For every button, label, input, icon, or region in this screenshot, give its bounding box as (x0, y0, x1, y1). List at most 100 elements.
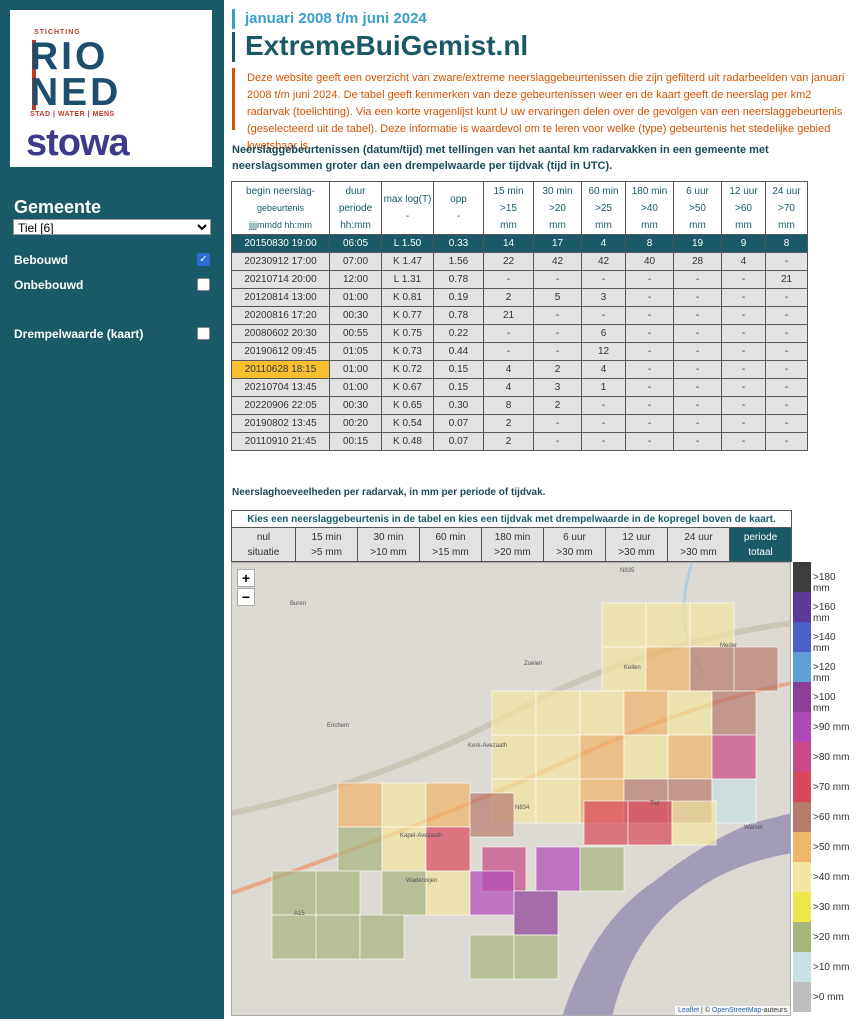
zoom-in-button[interactable]: + (237, 569, 255, 587)
event-value-cell: 1 (581, 378, 626, 397)
rain-grid-cell[interactable] (315, 870, 361, 916)
bebouwd-checkbox[interactable]: ✓ (197, 253, 210, 266)
leaflet-link[interactable]: Leaflet (678, 1007, 700, 1014)
rain-grid-cell[interactable] (337, 782, 383, 828)
event-date-cell[interactable]: 20210704 13:45 (231, 378, 330, 397)
rain-grid-cell[interactable] (733, 646, 779, 692)
period-option-5[interactable]: 6 uur >30 mm (543, 527, 606, 562)
rain-grid-cell[interactable] (381, 782, 427, 828)
logo-rioned-stowa[interactable]: STICHTING RIO NED STAD | WATER | MENS st… (10, 10, 212, 167)
event-date-cell[interactable]: 20150830 19:00 (231, 234, 330, 253)
event-date-cell[interactable]: 20230912 17:00 (231, 252, 330, 271)
rain-grid-cell[interactable] (337, 826, 383, 872)
rain-grid-cell[interactable] (513, 890, 559, 936)
rain-grid-cell[interactable] (535, 734, 581, 780)
event-row[interactable]: 20190802 13:45 00:20 K 0.54 0.07 2- - - - - - (231, 414, 808, 433)
rain-grid-cell[interactable] (381, 870, 427, 916)
period-option-line: 12 uur (622, 531, 651, 543)
event-date-cell[interactable]: 20110628 18:15 (231, 360, 330, 379)
rain-grid-cell[interactable] (623, 690, 669, 736)
rain-grid-cell[interactable] (667, 690, 713, 736)
rain-grid-cell[interactable] (359, 914, 405, 960)
rain-grid-cell[interactable] (671, 800, 717, 846)
events-header-cell: opp - (433, 181, 484, 235)
rain-grid-cell[interactable] (425, 782, 471, 828)
onbebouwd-checkbox[interactable] (197, 278, 210, 291)
event-value-cell: 28 (673, 252, 722, 271)
rain-grid-cell[interactable] (645, 602, 691, 648)
event-row[interactable]: 20200816 17:20 00:30 K 0.77 0.78 21- - - - - - (231, 306, 808, 325)
gemeente-select[interactable]: Tiel [6] (13, 219, 211, 235)
rain-grid-cell[interactable] (667, 734, 713, 780)
event-row[interactable]: 20230912 17:00 07:00 K 1.47 1.56 22 42 42 40 28 4… (231, 252, 808, 271)
event-value-cell: K 0.77 (381, 306, 434, 325)
rain-grid-cell[interactable] (535, 846, 581, 892)
event-date-cell[interactable]: 20110910 21:45 (231, 432, 330, 451)
period-option-7[interactable]: 24 uur >30 mm (667, 527, 730, 562)
rain-grid-cell[interactable] (469, 934, 515, 980)
rain-grid-cell[interactable] (535, 690, 581, 736)
event-row[interactable]: 20220906 22:05 00:30 K 0.65 0.30 8 2- - - - - (231, 396, 808, 415)
events-header-line: 6 uur (686, 185, 709, 197)
events-header-line: jjjjmmdd hh:mm (248, 219, 312, 230)
event-row[interactable]: 20120814 13:00 01:00 K 0.81 0.19 2 5 3- - - - (231, 288, 808, 307)
event-date-cell[interactable]: 20210714 20:00 (231, 270, 330, 289)
rain-grid-cell[interactable] (491, 690, 537, 736)
event-value-cell: - (533, 324, 582, 343)
event-value-cell: - (533, 432, 582, 451)
event-row[interactable]: 20150830 19:00 06:05 L 1.50 0.33 14 17 4 8 19 9 8 (231, 234, 808, 253)
period-option-2[interactable]: 30 min >10 mm (357, 527, 420, 562)
period-option-line: >20 mm (494, 546, 531, 558)
osm-link[interactable]: OpenStreetMap (711, 1007, 762, 1014)
rain-map[interactable]: + − Buren Zoelen Kellen Meder Erichem Ke… (231, 562, 791, 1016)
rain-grid-cell[interactable] (601, 646, 647, 692)
event-date-cell[interactable]: 20220906 22:05 (231, 396, 330, 415)
rain-grid-cell[interactable] (535, 778, 581, 824)
event-value-cell: 4 (581, 234, 626, 253)
rain-grid-cell[interactable] (623, 734, 669, 780)
rain-grid-cell[interactable] (601, 602, 647, 648)
rain-grid-cell[interactable] (579, 846, 625, 892)
period-option-1[interactable]: 15 min >5 mm (295, 527, 358, 562)
events-header-cell: 180 min >40 mm (625, 181, 674, 235)
rain-grid-cell[interactable] (579, 734, 625, 780)
rain-grid-cell[interactable] (627, 800, 673, 846)
event-date-cell[interactable]: 20200816 17:20 (231, 306, 330, 325)
events-header-line: >50 (689, 202, 706, 214)
event-row[interactable]: 20210704 13:45 01:00 K 0.67 0.15 4 3 1- - - - (231, 378, 808, 397)
event-row[interactable]: 20210714 20:00 12:00 L 1.31 0.78- - - - - -21 (231, 270, 808, 289)
event-row[interactable]: 20110628 18:15 01:00 K 0.72 0.15 4 2 4- - - - (231, 360, 808, 379)
rain-grid-cell[interactable] (271, 870, 317, 916)
events-header-cell: 12 uur >60 mm (721, 181, 766, 235)
event-value-cell: 4 (483, 378, 534, 397)
rain-grid-cell[interactable] (491, 734, 537, 780)
event-row[interactable]: 20080602 20:30 00:55 K 0.75 0.22- -6- - - - (231, 324, 808, 343)
drempel-checkbox[interactable] (197, 327, 210, 340)
rain-grid-cell[interactable] (689, 646, 735, 692)
rain-grid-cell[interactable] (583, 800, 629, 846)
event-date-cell[interactable]: 20190802 13:45 (231, 414, 330, 433)
rain-grid-cell[interactable] (271, 914, 317, 960)
rain-grid-cell[interactable] (469, 870, 515, 916)
period-option-6[interactable]: 12 uur >30 mm (605, 527, 668, 562)
rain-grid-cell[interactable] (579, 690, 625, 736)
event-date-cell[interactable]: 20190612 09:45 (231, 342, 330, 361)
zoom-out-button[interactable]: − (237, 588, 255, 606)
rain-grid-cell[interactable] (315, 914, 361, 960)
period-option-3[interactable]: 60 min >15 mm (419, 527, 482, 562)
event-row[interactable]: 20110910 21:45 00:15 K 0.48 0.07 2- - - - - - (231, 432, 808, 451)
event-date-cell[interactable]: 20080602 20:30 (231, 324, 330, 343)
rain-grid-cell[interactable] (711, 690, 757, 736)
rain-grid-cell[interactable] (689, 602, 735, 648)
period-option-0[interactable]: nul situatie (231, 527, 296, 562)
event-date-cell[interactable]: 20120814 13:00 (231, 288, 330, 307)
rain-grid-cell[interactable] (645, 646, 691, 692)
period-option-8[interactable]: periode totaal (729, 527, 792, 562)
event-value-cell: - (625, 396, 674, 415)
rain-grid-cell[interactable] (469, 792, 515, 838)
event-row[interactable]: 20190612 09:45 01:05 K 0.73 0.44- -12- - - - (231, 342, 808, 361)
rain-grid-cell[interactable] (513, 934, 559, 980)
rain-grid-cell[interactable] (711, 778, 757, 824)
rain-grid-cell[interactable] (711, 734, 757, 780)
period-option-4[interactable]: 180 min >20 mm (481, 527, 544, 562)
